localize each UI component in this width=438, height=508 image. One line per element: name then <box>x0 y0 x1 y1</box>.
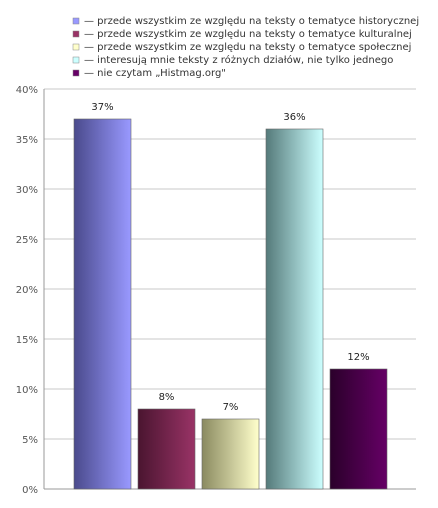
y-tick-label: 20% <box>16 285 38 296</box>
bar <box>201 418 260 490</box>
y-tick-label: 30% <box>16 185 38 196</box>
y-tick-label: 40% <box>16 85 38 96</box>
legend-swatch <box>72 43 80 51</box>
data-label: 7% <box>223 402 239 413</box>
legend-entry: — przede wszystkim ze względu na teksty … <box>84 42 411 53</box>
y-tick-label: 35% <box>16 135 38 146</box>
y-tick-label: 5% <box>22 435 38 446</box>
y-axis: 0% 5% 10% 15% 20% 25% 30% 35% 40% <box>16 85 45 496</box>
legend-swatch <box>72 30 80 38</box>
data-label: 36% <box>283 112 305 123</box>
legend-entry: — interesują mnie teksty z różnych dział… <box>84 54 393 66</box>
data-label: 37% <box>91 102 113 113</box>
data-labels: 37% 8% 7% 36% 12% <box>91 102 369 413</box>
bar <box>329 368 388 490</box>
bar <box>137 408 196 490</box>
y-tick-label: 10% <box>16 385 38 396</box>
legend-swatch <box>72 69 80 77</box>
y-tick-label: 0% <box>22 485 38 496</box>
data-label: 12% <box>347 352 369 363</box>
y-tick-label: 25% <box>16 235 38 246</box>
bar <box>73 118 132 490</box>
bar <box>265 128 324 490</box>
legend-entry: — przede wszystkim ze względu na teksty … <box>84 16 419 27</box>
legend-entry: — nie czytam „Histmag.org" <box>84 68 226 79</box>
y-tick-label: 15% <box>16 335 38 346</box>
legend: — przede wszystkim ze względu na teksty … <box>72 16 419 79</box>
bars <box>73 118 388 490</box>
legend-swatch <box>72 56 80 64</box>
legend-swatch <box>72 17 80 25</box>
data-label: 8% <box>159 392 175 403</box>
legend-entry: — przede wszystkim ze względu na teksty … <box>84 29 412 40</box>
